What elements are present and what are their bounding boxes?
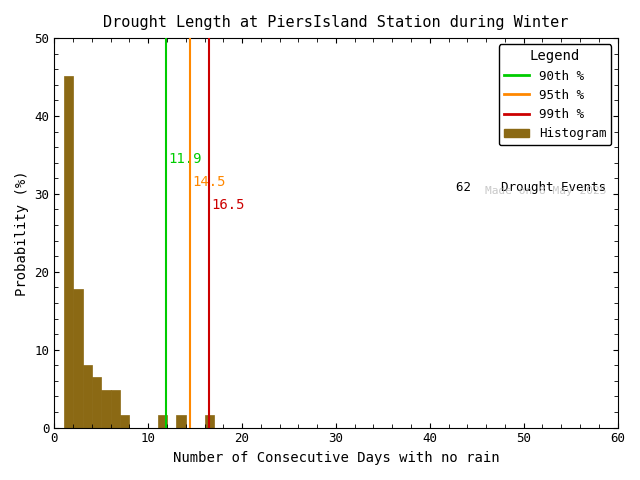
Bar [120,415,129,428]
Text: 11.9: 11.9 [168,152,202,166]
Text: 16.5: 16.5 [211,198,244,213]
Bar [64,76,73,428]
Text: 62    Drought Events: 62 Drought Events [456,181,606,194]
Bar [205,415,214,428]
Bar [111,390,120,428]
Bar [101,390,111,428]
Title: Drought Length at PiersIsland Station during Winter: Drought Length at PiersIsland Station du… [103,15,569,30]
Text: Made on 8 May 2025: Made on 8 May 2025 [484,186,606,196]
Bar [92,377,101,428]
Bar [73,289,83,428]
Bar [157,415,167,428]
Bar [83,365,92,428]
Bar [177,415,186,428]
Text: 14.5: 14.5 [193,175,226,189]
X-axis label: Number of Consecutive Days with no rain: Number of Consecutive Days with no rain [173,451,499,465]
Legend: 90th %, 95th %, 99th %, Histogram: 90th %, 95th %, 99th %, Histogram [499,44,611,145]
Y-axis label: Probability (%): Probability (%) [15,170,29,296]
